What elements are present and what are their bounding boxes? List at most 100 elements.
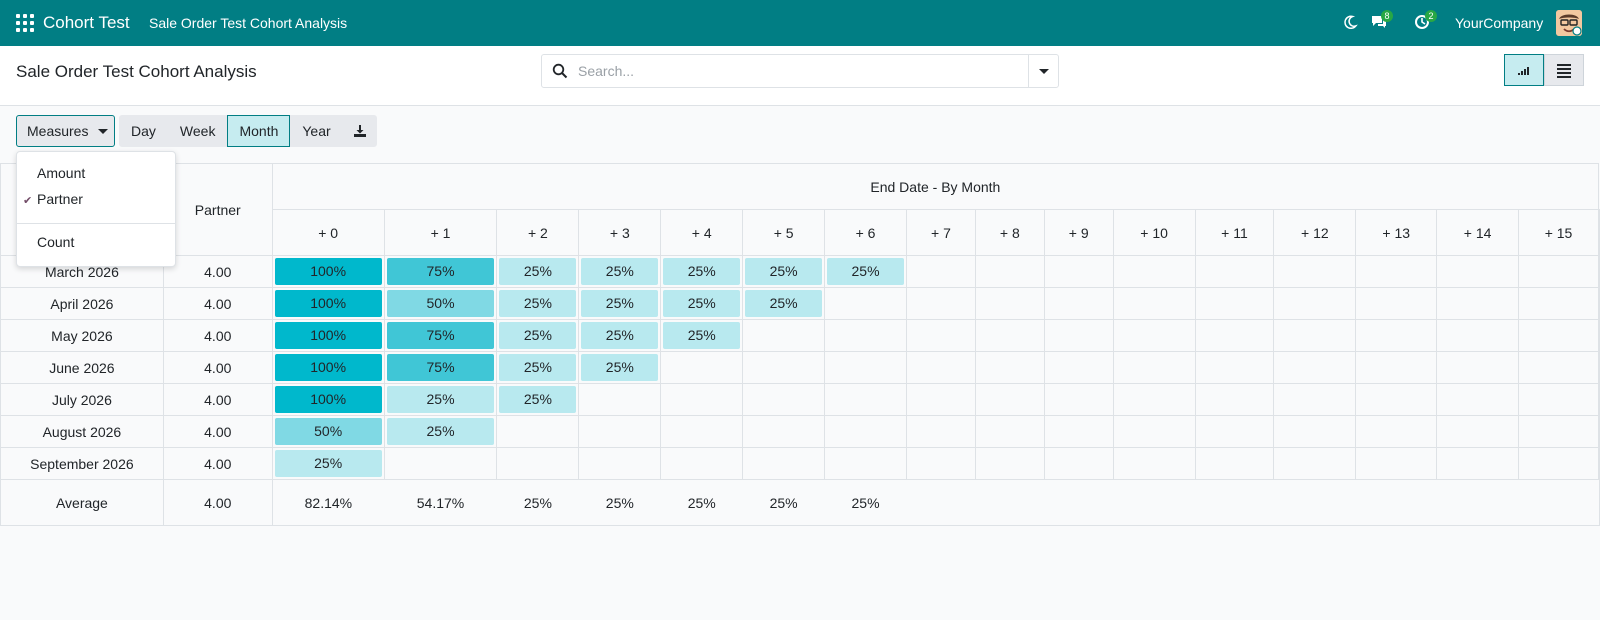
interval-year-button[interactable]: Year [290, 115, 343, 147]
download-icon [353, 125, 366, 137]
table-row[interactable]: June 2026 4.00 100% 75% 25% 25% [0, 351, 1600, 384]
cohort-cell[interactable]: 75% [383, 255, 498, 288]
cohort-cell[interactable]: 100% [271, 319, 385, 352]
measures-button[interactable]: Measures [16, 115, 115, 147]
cohort-cell-empty [1355, 287, 1438, 320]
cohort-cell[interactable]: 75% [383, 351, 498, 384]
cohort-cell-empty [1355, 319, 1438, 352]
cohort-cell[interactable]: 25% [496, 255, 580, 288]
interval-header: + 4 [660, 209, 744, 256]
cohort-cell-empty [1194, 351, 1275, 384]
cohort-cell[interactable]: 25% [578, 351, 662, 384]
table-row[interactable]: March 2026 4.00 100% 75% 25% 25% 25% 25% 25% [0, 255, 1600, 288]
cohort-cell-empty [1355, 447, 1438, 480]
cohort-cell-empty [1436, 447, 1520, 480]
measure-option-partner[interactable]: Partner [37, 191, 83, 207]
app-name[interactable]: Cohort Test [43, 13, 130, 32]
cohort-cell[interactable]: 50% [271, 415, 385, 448]
cohort-cell[interactable]: 25% [660, 287, 744, 320]
cohort-cell-empty [1436, 351, 1520, 384]
interval-week-button[interactable]: Week [167, 115, 228, 147]
nav-menu-item[interactable]: Sale Order Test Cohort Analysis [149, 15, 348, 31]
cohort-cell-empty [1273, 287, 1357, 320]
cohort-cell[interactable]: 25% [578, 287, 662, 320]
cohort-cell[interactable]: 25% [742, 287, 826, 320]
table-row[interactable]: July 2026 4.00 100% 25% 25% [0, 383, 1600, 416]
row-date: August 2026 [0, 415, 164, 448]
cohort-cell[interactable]: 25% [383, 415, 498, 448]
apps-menu-icon[interactable] [16, 14, 34, 32]
user-avatar[interactable] [1556, 10, 1582, 36]
cohort-cell-empty [1194, 447, 1275, 480]
search-options-toggle[interactable] [1028, 55, 1058, 87]
cohort-cell-value: 75% [386, 258, 495, 285]
cohort-cell-empty [1273, 447, 1357, 480]
cohort-cell-value: 25% [663, 258, 741, 285]
cohort-cell-empty [578, 383, 662, 416]
cohort-cell-empty [660, 447, 744, 480]
cohort-cell[interactable]: 100% [271, 287, 385, 320]
cohort-cell-empty [1112, 415, 1196, 448]
table-row[interactable]: April 2026 4.00 100% 50% 25% 25% 25% 25% [0, 287, 1600, 320]
table-row[interactable]: May 2026 4.00 100% 75% 25% 25% 25% [0, 319, 1600, 352]
interval-month-button[interactable]: Month [227, 115, 291, 147]
cohort-cell-empty [742, 351, 826, 384]
cohort-cell-value: 25% [663, 290, 741, 317]
cohort-cell-value: 50% [386, 290, 495, 317]
search-icon [552, 63, 568, 79]
cohort-cell[interactable]: 25% [271, 447, 385, 480]
company-switcher[interactable]: YourCompany [1455, 15, 1544, 31]
cohort-cell[interactable]: 75% [383, 319, 498, 352]
cohort-cell-empty [1112, 319, 1196, 352]
cohort-cell[interactable]: 25% [496, 351, 580, 384]
cohort-cell[interactable]: 50% [383, 287, 498, 320]
measure-option-count[interactable]: Count [37, 234, 75, 250]
cohort-cell-empty [974, 383, 1045, 416]
cohort-cell[interactable]: 25% [496, 383, 580, 416]
cohort-cell-empty [1194, 319, 1275, 352]
list-view-button[interactable] [1544, 54, 1584, 86]
cohort-cell-empty [974, 319, 1045, 352]
footer-average-value: 82.14% [271, 479, 385, 526]
cohort-cell-empty [1436, 287, 1520, 320]
footer-average-value: 25% [660, 479, 743, 526]
row-measure: 4.00 [162, 415, 273, 448]
cohort-cell[interactable]: 25% [742, 255, 826, 288]
cohort-cell[interactable]: 100% [271, 255, 385, 288]
measure-option-amount[interactable]: Amount [37, 165, 86, 181]
download-button[interactable] [342, 115, 377, 147]
table-row[interactable]: August 2026 4.00 50% 25% [0, 415, 1600, 448]
cohort-view-button[interactable] [1504, 54, 1544, 86]
cohort-cell-value: 25% [663, 322, 741, 349]
cohort-cell-empty [1518, 383, 1599, 416]
cohort-cell[interactable]: 25% [824, 255, 907, 288]
activities-icon[interactable]: 2 [1414, 10, 1437, 32]
cohort-cell-empty [578, 447, 662, 480]
search-input[interactable] [578, 55, 1008, 87]
table-row[interactable]: September 2026 4.00 25% [0, 447, 1600, 480]
cohort-cell-empty [824, 415, 907, 448]
cohort-cell[interactable]: 25% [383, 383, 498, 416]
cohort-cell[interactable]: 100% [271, 351, 385, 384]
cohort-cell[interactable]: 25% [496, 287, 580, 320]
cohort-cell[interactable]: 25% [578, 319, 662, 352]
cohort-cell-empty [1112, 351, 1196, 384]
cohort-cell-value: 25% [581, 290, 659, 317]
cohort-cell-empty [824, 447, 907, 480]
cohort-cell-value: 25% [499, 354, 577, 381]
cohort-cell-empty [974, 351, 1045, 384]
dark-mode-icon[interactable] [1342, 14, 1360, 32]
cohort-cell[interactable]: 100% [271, 383, 385, 416]
cohort-cell[interactable]: 25% [660, 319, 744, 352]
interval-day-button[interactable]: Day [119, 115, 168, 147]
cohort-cell-empty [496, 447, 580, 480]
cohort-cell-value: 25% [581, 322, 659, 349]
cohort-cell-value: 25% [274, 450, 382, 477]
cohort-cell-empty [1043, 287, 1114, 320]
cohort-cell-empty [1436, 383, 1520, 416]
cohort-cell[interactable]: 25% [496, 319, 580, 352]
cohort-cell[interactable]: 25% [578, 255, 662, 288]
messages-icon[interactable]: 8 [1370, 10, 1393, 32]
period-header: End Date - By Month [271, 163, 1600, 210]
cohort-cell[interactable]: 25% [660, 255, 744, 288]
